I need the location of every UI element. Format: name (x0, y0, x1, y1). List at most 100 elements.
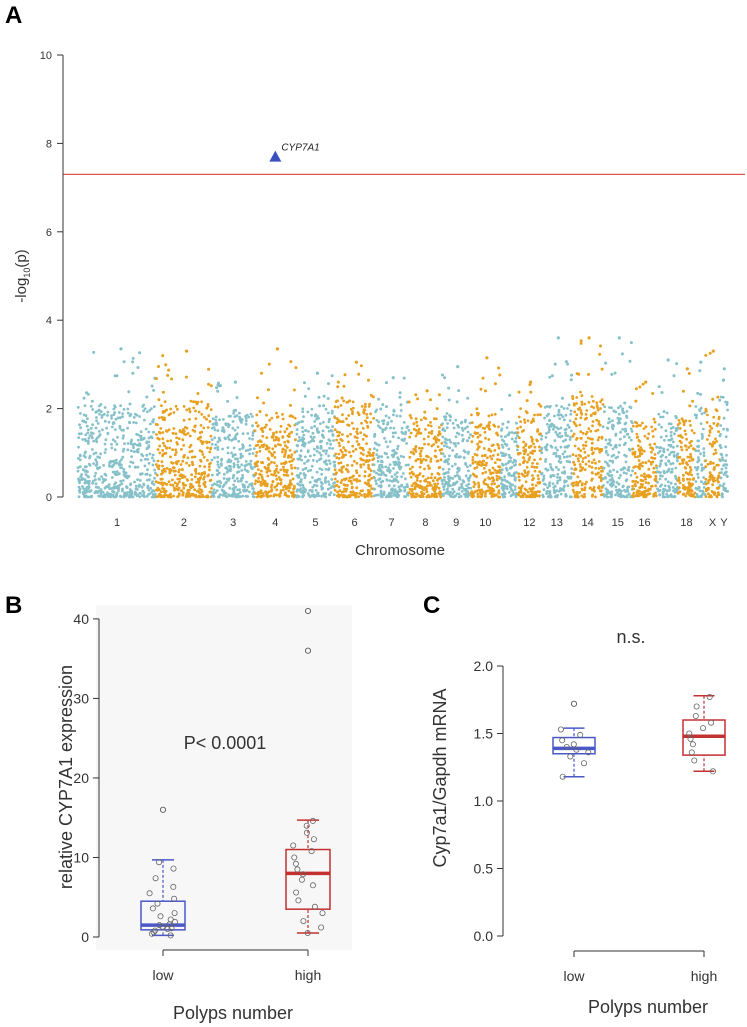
snp-point (311, 485, 315, 489)
snp-point (309, 468, 313, 472)
snp-point (316, 492, 319, 495)
snp-point (604, 460, 607, 464)
snp-point (578, 491, 582, 494)
snp-point (487, 476, 490, 480)
snp-point (617, 476, 621, 480)
snp-point (590, 478, 593, 482)
snp-point (312, 453, 316, 457)
snp-point (624, 454, 628, 458)
snp-point (360, 405, 364, 408)
snp-point (179, 473, 183, 477)
snp-point (197, 495, 200, 499)
snp-point (500, 486, 504, 490)
snp-point (436, 472, 440, 475)
snp-point (379, 407, 383, 411)
snp-point (664, 477, 668, 481)
snp-point (412, 494, 416, 498)
snp-point (369, 469, 373, 472)
snp-point (232, 465, 236, 469)
snp-point (289, 483, 292, 487)
snp-point (196, 437, 200, 441)
data-point (167, 916, 174, 923)
snp-point (86, 417, 89, 421)
snp-point (333, 428, 337, 431)
snp-point (318, 404, 322, 408)
snp-point (134, 421, 138, 425)
snp-point (171, 448, 175, 451)
snp-point (322, 494, 326, 498)
snp-point (232, 446, 236, 450)
snp-point (599, 407, 602, 410)
snp-point (239, 452, 243, 456)
snp-point (141, 489, 145, 493)
snp-point (697, 445, 700, 449)
data-point (171, 895, 178, 902)
snp-point (295, 422, 299, 426)
x-tick-label: low (563, 968, 585, 984)
snp-point (581, 482, 584, 486)
snp-point (104, 448, 108, 451)
snp-point (182, 455, 186, 459)
snp-point (333, 416, 337, 420)
snp-point (218, 418, 221, 422)
snp-point (223, 436, 227, 440)
snp-point (201, 453, 205, 456)
snp-point (103, 412, 106, 416)
snp-point (624, 429, 627, 433)
snp-point (575, 490, 579, 494)
snp-point (476, 425, 480, 429)
snp-point (620, 352, 624, 356)
snp-point (585, 409, 589, 412)
snp-point (531, 487, 534, 491)
snp-point (615, 470, 619, 474)
snp-point (575, 413, 579, 417)
snp-point (573, 463, 577, 467)
snp-point (641, 382, 645, 386)
snp-point (445, 490, 449, 494)
snp-point (394, 478, 398, 482)
snp-point (502, 439, 506, 443)
snp-point (186, 456, 190, 460)
snp-point (521, 484, 524, 488)
snp-point (138, 444, 142, 447)
snp-point (285, 446, 289, 449)
snp-point (522, 456, 525, 460)
snp-point (306, 469, 310, 473)
snp-point (436, 438, 439, 442)
snp-point (303, 490, 307, 494)
snp-point (632, 487, 636, 491)
snp-point (119, 404, 122, 408)
snp-point (279, 424, 283, 428)
snp-point (279, 468, 283, 472)
snp-point (523, 459, 526, 462)
snp-point (375, 442, 379, 446)
snp-point (127, 420, 131, 424)
snp-point (651, 448, 655, 451)
snp-point (558, 457, 562, 460)
snp-point (94, 471, 98, 475)
snp-point (606, 480, 609, 484)
snp-point (663, 438, 666, 442)
snp-point (636, 444, 640, 448)
snp-point (581, 466, 585, 470)
snp-point (123, 442, 126, 445)
snp-point (186, 432, 190, 435)
snp-point (222, 477, 226, 480)
snp-point (669, 427, 673, 430)
snp-point (539, 404, 543, 408)
snp-point (382, 492, 386, 496)
snp-point (580, 494, 584, 498)
snp-point (216, 448, 220, 451)
snp-point (442, 488, 446, 491)
snp-point (329, 491, 333, 494)
snp-point (433, 476, 437, 480)
snp-point (499, 471, 503, 475)
snp-point (614, 485, 618, 489)
snp-point (161, 390, 165, 394)
snp-point (335, 430, 339, 434)
snp-point (572, 460, 575, 464)
snp-point (253, 482, 257, 486)
snp-point (126, 448, 130, 452)
snp-point (336, 405, 340, 409)
